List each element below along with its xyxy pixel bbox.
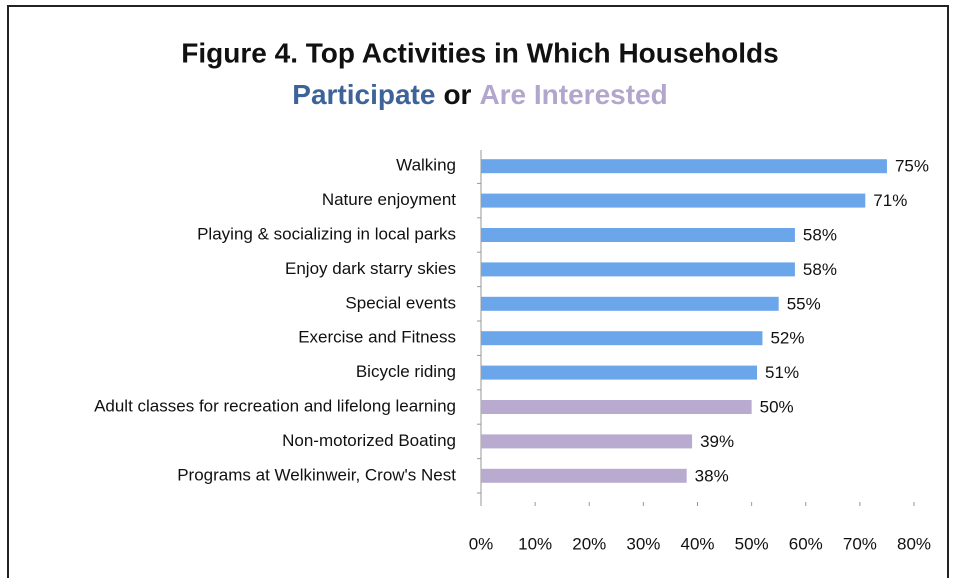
value-label: 38% — [695, 466, 729, 485]
bar — [481, 468, 687, 483]
x-tick-label: 70% — [843, 534, 877, 553]
bar — [481, 365, 758, 380]
value-label: 71% — [873, 191, 907, 210]
x-tick-label: 20% — [572, 534, 606, 553]
x-tick-label: 50% — [735, 534, 769, 553]
value-label: 55% — [787, 294, 821, 313]
chart-subtitle: Participate or Are Interested — [292, 79, 667, 110]
bar — [481, 331, 763, 346]
y-tick-label: Nature enjoyment — [322, 190, 456, 209]
bar — [481, 193, 866, 208]
value-label: 58% — [803, 260, 837, 279]
x-tick-label: 10% — [518, 534, 552, 553]
x-tick-label: 40% — [680, 534, 714, 553]
frame — [7, 5, 949, 578]
y-tick-label: Exercise and Fitness — [298, 328, 456, 347]
y-tick-label: Non-motorized Boating — [282, 431, 456, 450]
x-tick-label: 80% — [897, 534, 931, 553]
value-label: 52% — [770, 329, 804, 348]
y-tick-label: Enjoy dark starry skies — [285, 259, 456, 278]
bar — [481, 262, 795, 277]
bar — [481, 400, 752, 414]
value-label: 39% — [700, 432, 734, 451]
y-tick-label: Walking — [396, 156, 456, 175]
value-label: 58% — [803, 225, 837, 244]
value-label: 50% — [760, 397, 794, 416]
y-tick-label: Programs at Welkinweir, Crow's Nest — [177, 465, 456, 484]
chart-title: Figure 4. Top Activities in Which Househ… — [181, 37, 778, 68]
bar — [481, 159, 887, 174]
x-tick-label: 30% — [626, 534, 660, 553]
value-label: 51% — [765, 363, 799, 382]
y-tick-label: Playing & socializing in local parks — [197, 224, 456, 243]
subtitle-part: Are Interested — [479, 79, 667, 110]
x-tick-label: 0% — [469, 534, 494, 553]
y-tick-label: Bicycle riding — [356, 362, 456, 381]
x-tick-label: 60% — [789, 534, 823, 553]
bar — [481, 296, 779, 311]
y-tick-label: Special events — [345, 293, 456, 312]
bar — [481, 434, 693, 449]
y-tick-label: Adult classes for recreation and lifelon… — [94, 396, 456, 415]
value-label: 75% — [895, 157, 929, 176]
bar — [481, 228, 795, 242]
subtitle-part: Participate — [292, 79, 435, 110]
subtitle-part: or — [443, 79, 471, 110]
